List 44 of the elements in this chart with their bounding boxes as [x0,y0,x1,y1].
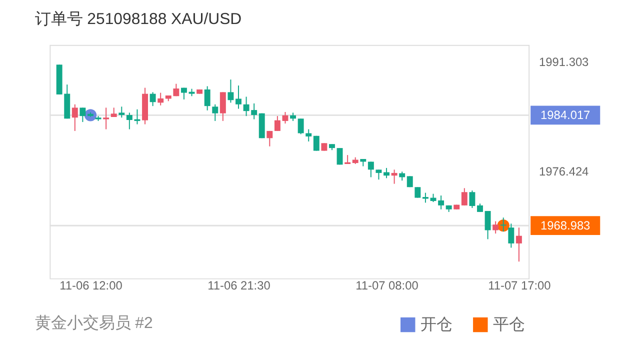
candlestick [158,92,164,106]
legend-label: 开仓 [420,316,452,334]
candlestick [282,112,288,124]
candlestick [212,104,218,122]
y-tick-label: 1991.303 [539,55,590,70]
candlestick [368,161,374,178]
ref-line-label: 1968.983 [540,218,591,233]
candlestick [484,210,491,240]
candlestick [204,86,210,111]
candlestick [508,223,514,248]
x-tick-label: 11-07 08:00 [356,278,419,293]
x-tick-label: 11-06 21:30 [208,278,271,293]
candlestick [72,104,78,132]
candlestick [438,194,444,210]
candlestick [469,190,476,208]
candlestick [492,220,499,234]
candlestick [516,227,522,262]
candlestick [118,106,125,118]
candlestick [266,130,273,147]
candlestick [228,79,234,104]
candlestick [150,92,156,107]
candlestick [313,135,320,152]
candlestick [298,118,304,135]
candlestick [414,186,421,198]
candlestick [336,148,343,166]
candlestick [220,92,226,122]
candlestick [80,107,86,122]
x-tick-label: 11-07 17:00 [488,278,552,293]
candlestick [306,128,312,142]
chart-title: 订单号 251098188 XAU/USD [34,10,242,28]
candlestick [391,169,398,184]
legend-label: 平仓 [492,316,525,334]
candlestick [236,85,242,110]
x-tick-label: 11-06 12:00 [60,278,123,293]
candlestick [103,107,110,130]
candlestick [461,188,468,206]
text: 黄金小交易员 #2 [34,314,154,332]
candlestick [422,192,428,204]
candlestick [500,217,506,232]
candlestick [376,169,382,180]
candlestick [274,116,280,132]
candlestick [384,167,390,179]
ref-line-label: 1984.017 [540,108,591,122]
y-tick-label: 1976.424 [539,164,590,178]
